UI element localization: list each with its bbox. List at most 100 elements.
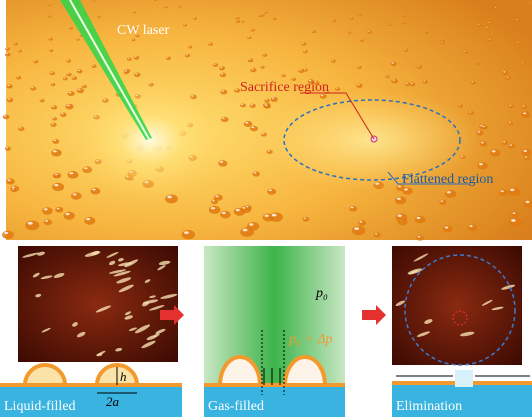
decoration [4, 146, 11, 151]
decoration [219, 72, 227, 78]
decoration [303, 49, 308, 54]
panel-label: Elimination [396, 399, 462, 414]
decoration [18, 49, 21, 51]
decoration [4, 52, 11, 57]
decoration [298, 68, 305, 74]
decoration [245, 121, 249, 124]
decoration [215, 195, 219, 198]
decoration [303, 68, 308, 72]
decoration [460, 331, 475, 337]
decoration [50, 83, 56, 87]
decoration [52, 139, 60, 144]
decoration [360, 39, 363, 41]
decoration [52, 105, 55, 108]
decoration [444, 189, 457, 198]
decoration [409, 82, 416, 87]
decoration [72, 322, 78, 327]
decoration [488, 22, 490, 24]
decoration [522, 105, 525, 107]
decoration [49, 49, 52, 51]
decoration [40, 275, 53, 280]
decoration [212, 200, 215, 202]
pressure-label: p₀ [315, 286, 328, 301]
decoration [184, 53, 191, 58]
decoration [358, 13, 363, 16]
decoration [521, 104, 528, 109]
flattened-boundary [404, 254, 516, 366]
decoration [351, 225, 366, 236]
decoration [350, 206, 354, 209]
decoration [221, 90, 225, 92]
decoration [509, 144, 513, 146]
decoration [301, 42, 307, 46]
decoration [516, 18, 518, 20]
decoration [69, 27, 72, 29]
decoration [67, 73, 70, 75]
decoration [325, 91, 328, 92]
decoration [503, 141, 506, 143]
sacrifice-boundary [452, 310, 468, 326]
sacrifice-label: Sacrifice region [240, 80, 329, 95]
height-label: h [120, 369, 127, 384]
decoration [251, 28, 253, 30]
decoration [416, 331, 431, 337]
decoration [350, 17, 352, 19]
decoration [50, 71, 53, 73]
decoration [247, 36, 252, 40]
decoration [242, 228, 248, 232]
decoration [357, 66, 360, 68]
decoration [78, 88, 81, 91]
decoration [330, 59, 336, 63]
decoration [263, 53, 265, 55]
decoration [509, 122, 511, 124]
decoration [65, 212, 70, 216]
decoration [444, 226, 449, 229]
decoration [55, 173, 58, 176]
decoration [66, 104, 70, 107]
decoration [233, 207, 246, 216]
decoration [441, 41, 443, 43]
decoration [446, 191, 451, 194]
panel-label: Gas-filled [208, 399, 264, 414]
decoration [208, 205, 221, 214]
decoration [128, 327, 138, 331]
decoration [525, 200, 530, 204]
decoration [401, 4, 405, 8]
decoration [13, 42, 18, 46]
decoration [125, 69, 128, 71]
decoration [164, 5, 168, 9]
flattened-area [260, 90, 480, 190]
decoration [97, 15, 101, 19]
decoration [67, 91, 75, 97]
decoration [512, 212, 516, 215]
arrow [160, 305, 184, 325]
decoration [49, 71, 56, 76]
decoration [282, 74, 284, 76]
decoration [422, 79, 428, 84]
decoration [95, 305, 112, 313]
decoration [488, 38, 493, 42]
decoration [52, 116, 58, 121]
decoration [51, 123, 54, 125]
decoration [53, 172, 62, 179]
decoration [47, 4, 50, 5]
decoration [523, 149, 527, 152]
decoration [247, 58, 254, 63]
decoration [250, 67, 257, 73]
decoration [76, 38, 78, 40]
decoration [522, 62, 524, 64]
decoration [213, 194, 223, 201]
decoration [475, 62, 480, 65]
decoration [34, 60, 36, 62]
decoration [118, 284, 134, 293]
decoration [63, 211, 75, 220]
decoration [144, 279, 151, 283]
membrane [0, 383, 182, 387]
pressure-change-label: p₀ + Δp [288, 332, 333, 347]
decoration [249, 125, 258, 132]
decoration [69, 26, 73, 30]
decoration [272, 17, 277, 21]
decoration [16, 76, 19, 78]
decoration [48, 15, 50, 17]
decoration [404, 188, 408, 191]
